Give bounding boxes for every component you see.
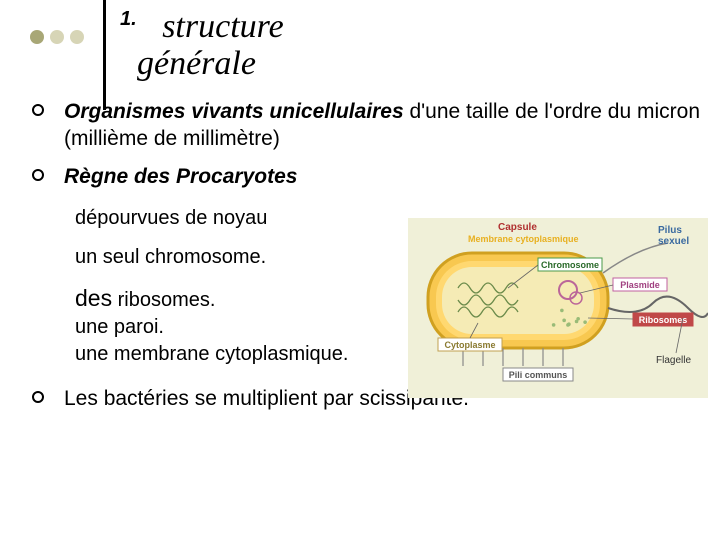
bullet-icon	[32, 391, 44, 403]
sub-3a: des	[75, 285, 112, 311]
svg-text:Ribosomes: Ribosomes	[639, 315, 688, 325]
bullet-2: Règne des Procaryotes	[20, 163, 700, 190]
svg-text:Flagelle: Flagelle	[656, 355, 691, 366]
bullet-1-text: Organismes vivants unicellulaires d'une …	[64, 98, 700, 153]
svg-text:sexuel: sexuel	[658, 236, 689, 247]
bullet-1-emph: Organismes vivants unicellulaires	[64, 100, 404, 123]
title-line-2: générale	[137, 45, 256, 82]
bullet-1: Organismes vivants unicellulaires d'une …	[20, 98, 700, 153]
title-divider	[103, 0, 106, 110]
svg-text:Pilus: Pilus	[658, 225, 682, 236]
dot-3	[70, 30, 84, 44]
svg-text:Plasmide: Plasmide	[620, 280, 660, 290]
bacteria-diagram: CapsuleMembrane cytoplasmique Chromosome P…	[408, 218, 708, 398]
title-line-1: structure	[162, 8, 284, 45]
title-number: 1.	[120, 8, 137, 30]
header: 1. structure générale	[0, 0, 720, 90]
page-title: 1. structure générale	[120, 8, 284, 83]
svg-text:Cytoplasme: Cytoplasme	[444, 340, 495, 350]
bullet-icon	[32, 169, 44, 181]
dot-1	[30, 30, 44, 44]
svg-text:Capsule: Capsule	[498, 222, 537, 233]
bullet-2-text: Règne des Procaryotes	[64, 163, 700, 190]
bullet-2-emph: Règne des Procaryotes	[64, 165, 297, 188]
dot-2	[50, 30, 64, 44]
deco-dots	[30, 30, 84, 44]
svg-text:Chromosome: Chromosome	[541, 260, 599, 270]
svg-text:Pili communs: Pili communs	[509, 370, 568, 380]
sub-3b: ribosomes.	[112, 289, 215, 311]
bullet-icon	[32, 104, 44, 116]
svg-text:Membrane cytoplasmique: Membrane cytoplasmique	[468, 234, 579, 244]
